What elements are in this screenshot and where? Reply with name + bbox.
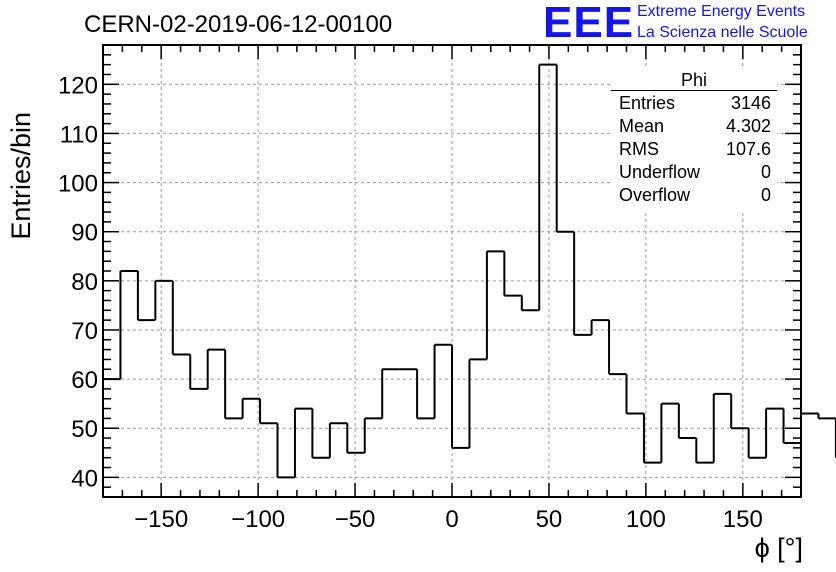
stat-label: Underflow [619, 162, 701, 182]
stat-row-underflow: Underflow 0 [619, 162, 771, 185]
x-tick-label: −50 [335, 506, 376, 533]
run-title: CERN-02-2019-06-12-00100 [84, 11, 393, 38]
y-tick-label: 70 [71, 318, 98, 345]
axis-tick-labels: −150 −100 −50 0 50 100 150 40 50 60 70 80 90 100 110 12… [58, 72, 763, 533]
brand-subtitle: La Scienza nelle Scuole [637, 24, 808, 41]
stat-label: RMS [619, 139, 659, 159]
y-tick-label: 90 [71, 220, 98, 247]
stat-label: Overflow [619, 185, 691, 205]
x-tick-label: 100 [626, 506, 666, 533]
stat-value: 0 [760, 162, 771, 182]
axis-ticks [102, 44, 802, 498]
y-tick-label: 80 [71, 269, 98, 296]
y-tick-label: 50 [71, 416, 98, 443]
x-tick-label: 150 [723, 506, 763, 533]
y-tick-label: 60 [71, 367, 98, 394]
y-tick-label: 100 [58, 171, 98, 198]
y-tick-label: 110 [60, 121, 98, 148]
statistics-box: Phi Entries 3146 Mean 4.302 RMS 107.6 Un… [611, 68, 777, 210]
stat-value: 3146 [730, 93, 771, 113]
stat-label: Entries [619, 93, 676, 113]
x-tick-label: −100 [231, 506, 285, 533]
x-tick-label: 0 [445, 506, 458, 533]
x-tick-label: 50 [536, 506, 563, 533]
y-tick-label: 120 [58, 72, 98, 99]
eee-logo: EEE [543, 0, 635, 47]
stat-row-entries: Entries 3146 [619, 93, 771, 116]
histogram-series [103, 63, 836, 479]
stat-row-rms: RMS 107.6 [619, 139, 771, 162]
stat-row-overflow: Overflow 0 [619, 185, 771, 208]
stat-value: 107.6 [725, 139, 771, 159]
x-axis-label: ϕ [°] [754, 533, 803, 563]
stat-value: 4.302 [725, 116, 771, 136]
x-tick-label: −150 [134, 506, 188, 533]
stat-row-mean: Mean 4.302 [619, 116, 771, 139]
stats-divider [611, 90, 777, 91]
y-axis-label-text: Entries/bin [6, 112, 36, 240]
stat-value: 0 [760, 185, 771, 205]
y-tick-label: 40 [71, 465, 98, 492]
stats-title: Phi [680, 70, 707, 90]
stat-label: Mean [619, 116, 665, 136]
brand-name: Extreme Energy Events [637, 3, 806, 20]
